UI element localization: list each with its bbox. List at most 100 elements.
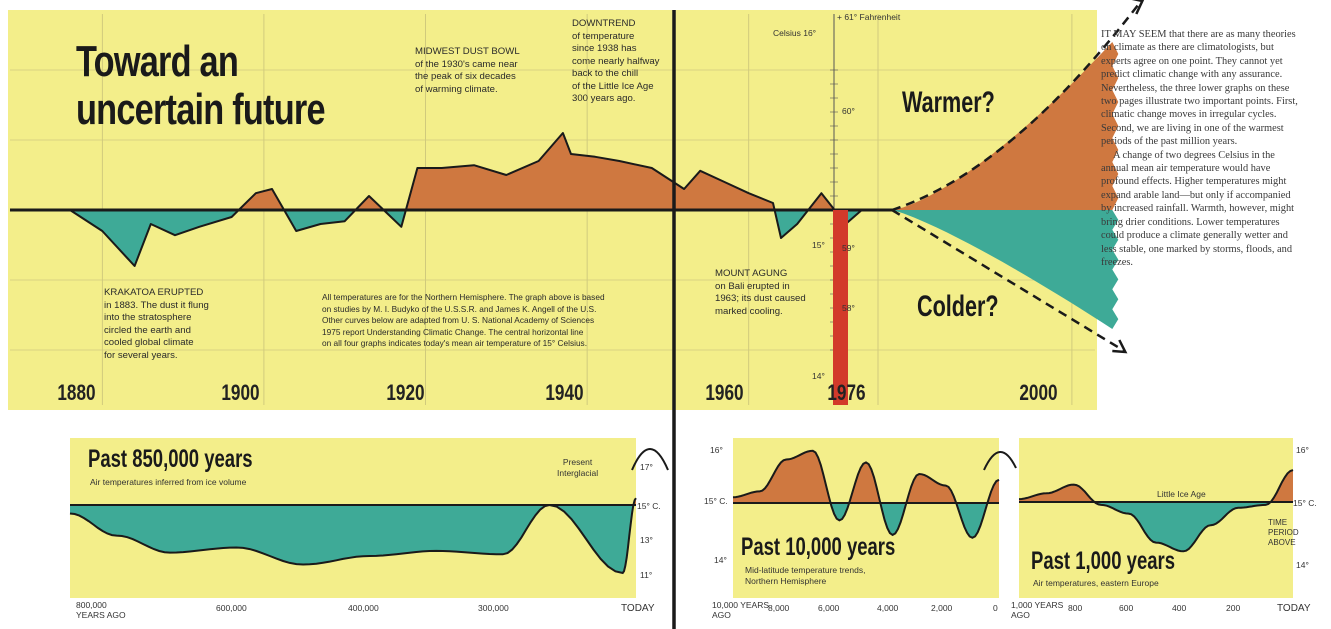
red-bar-1976 (833, 210, 848, 405)
agung-line: marked cooling. (715, 305, 783, 317)
inset-1k-x-today: TODAY (1277, 603, 1311, 614)
inset-850k-y-11: 11° (640, 570, 653, 580)
inset-10k-x-6000: 6,000 (818, 603, 840, 613)
scale-celsius-14: 14° (812, 371, 825, 381)
annotation-line: Interglacial (557, 468, 599, 478)
inset-1k-x-200: 200 (1226, 603, 1241, 613)
insets (69, 438, 1294, 598)
scale-fahrenheit-58: 58° (842, 303, 855, 313)
year-1940: 1940 (545, 380, 584, 405)
inset-850k-x-300k: 300,000 (478, 603, 509, 613)
inset-1k-x-1000: 1,000 YEARS AGO (1011, 600, 1071, 620)
downtrend-line: come nearly halfway (572, 55, 660, 67)
year-1960: 1960 (705, 380, 744, 405)
agung-head: MOUNT AGUNG (715, 268, 788, 279)
inset-10k-y-14: 14° (714, 555, 727, 565)
dustbowl-line: of the 1930's came near (415, 58, 518, 70)
agung-line: 1963; its dust caused (715, 293, 806, 304)
inset-cool-area (1019, 502, 1293, 552)
warmer-arrowhead (1131, 0, 1145, 15)
inset-1k-y-15: 15° C. (1293, 498, 1317, 508)
essay-bg (1097, 10, 1313, 410)
inset-cool-area (733, 503, 999, 538)
inset-850k-y-13: 13° (640, 535, 653, 545)
inset-10k-x-4000: 4,000 (877, 603, 899, 613)
x-label: 10,000 YEARS AGO (712, 600, 770, 620)
inset-10k-subtitle: Mid-latitude temperature trends, Norther… (745, 565, 866, 586)
connector-arc (983, 451, 1017, 471)
inset-1k-right-note: TIME PERIOD ABOVE (1268, 518, 1299, 548)
colder-label: Colder? (917, 290, 999, 323)
scale-fahrenheit-59: 59° (842, 243, 855, 253)
inset-850k-y-15: 15° C. (637, 501, 661, 511)
downtrend-line: of the Little Ice Age (572, 80, 654, 92)
scale-celsius-15: 15° (812, 240, 825, 250)
dustbowl-line: MIDWEST DUST BOWL (415, 46, 520, 57)
note-line: PERIOD (1268, 528, 1299, 537)
inset-850k-title: Past 850,000 years (88, 445, 253, 473)
inset-10k-y-16: 16° (710, 445, 723, 455)
page-title: Toward an uncertain future (76, 37, 326, 134)
year-1920: 1920 (386, 380, 425, 405)
downtrend-line: back to the chill (572, 68, 639, 79)
essay-paragraph-1: IT MAY SEEM that there are as many theor… (1101, 29, 1298, 148)
note-line: 1975 report Understanding Climatic Chang… (322, 326, 584, 337)
inset-10k-x-0: 0 (993, 603, 998, 613)
colder-arrow (891, 208, 1125, 353)
downtrend-line: of temperature (572, 30, 635, 42)
inset-1k-y-16: 16° (1296, 445, 1309, 455)
essay-paragraph-2: A change of two degrees Celsius in the a… (1101, 149, 1295, 268)
inset-850k-x-400k: 400,000 (348, 603, 379, 613)
inset-10k-x-2000: 2,000 (931, 603, 953, 613)
inset-10k-x-10000: 10,000 YEARS AGO (712, 600, 772, 620)
dustbowl-line: the peak of six decades (415, 71, 516, 82)
note-line: TIME (1268, 518, 1288, 527)
essay-text: IT MAY SEEM that there are as many theor… (1101, 28, 1299, 269)
projection-colder-area (892, 210, 1119, 329)
krakatoa-head: KRAKATOA ERUPTED (104, 287, 204, 298)
scale-celsius-16: Celsius 16° (773, 28, 817, 38)
inset-1k-subtitle: Air temperatures, eastern Europe (1033, 578, 1159, 588)
series-cool-area (70, 210, 862, 266)
note-line: Other curves below are adapted from U. S… (322, 315, 595, 326)
projection (672, 0, 1145, 629)
inset-1k-title: Past 1,000 years (1031, 547, 1176, 575)
title-line-1: Toward an (76, 37, 239, 86)
inset-10k (732, 438, 1000, 598)
year-1880: 1880 (57, 380, 96, 405)
x-label: 1,000 YEARS AGO (1011, 600, 1064, 620)
inset-cool-area (70, 505, 636, 573)
inset-1k-y-14: 14° (1296, 560, 1309, 570)
projection-warmer-area (892, 42, 1119, 210)
inset-warm-area (1019, 470, 1293, 502)
warmer-label: Warmer? (902, 86, 995, 119)
year-1976: 1976 (827, 380, 866, 405)
inset-850k-annotation: Present Interglacial (557, 457, 598, 479)
colder-arrowhead (1112, 339, 1128, 354)
inset-850k-x-800k: 800,000 YEARS AGO (76, 600, 136, 620)
downtrend-line: 300 years ago. (572, 93, 636, 104)
note-line: on all four graphs indicates today's mea… (322, 338, 588, 349)
inset-1k-x-800: 800 (1068, 603, 1083, 613)
inset-1k-annotation: Little Ice Age (1157, 489, 1206, 499)
krakatoa-line: circled the earth and (104, 324, 191, 336)
connector-arc (631, 448, 669, 471)
inset-10k-x-8000: 8,000 (768, 603, 790, 613)
agung-line: on Bali erupted in (715, 280, 790, 292)
krakatoa-line: into the stratosphere (104, 312, 192, 323)
annotation-downtrend: DOWNTREND of temperature since 1938 has … (572, 18, 672, 106)
title-line-2: uncertain future (76, 85, 326, 134)
annotation-line: Present (562, 457, 593, 467)
inset-warm-area (733, 450, 999, 503)
krakatoa-line: in 1883. The dust it flung (104, 299, 209, 311)
warmer-arrow (891, 1, 1142, 212)
annotation-dustbowl: MIDWEST DUST BOWL of the 1930's came nea… (415, 46, 555, 96)
inset-850k-x-600k: 600,000 (216, 603, 247, 613)
inset-850k-subtitle: Air temperatures inferred from ice volum… (90, 477, 247, 487)
year-1900: 1900 (221, 380, 260, 405)
downtrend-line: since 1938 has (572, 43, 637, 54)
scale-fahrenheit-61: + 61° Fahrenheit (837, 12, 901, 22)
inset-850k-x-today: TODAY (621, 603, 655, 614)
